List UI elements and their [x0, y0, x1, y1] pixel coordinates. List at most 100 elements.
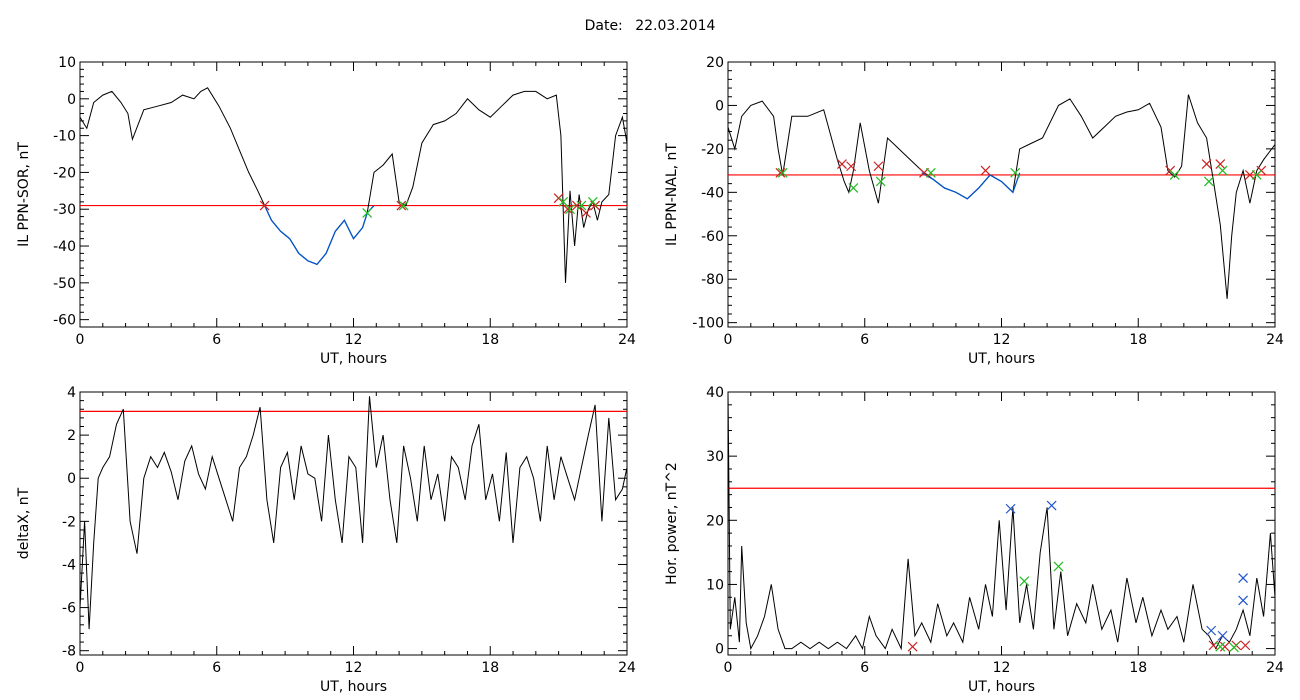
- marker-red-stroke-b: [581, 207, 591, 218]
- marker-green-stroke-b: [1229, 642, 1239, 653]
- y-tick-label: -8: [62, 644, 76, 660]
- plot-frame: [727, 61, 1276, 328]
- marker-green: [848, 183, 859, 193]
- marker-red-stroke-b: [553, 193, 564, 204]
- marker-green: [1053, 561, 1064, 572]
- plot-frame: [727, 391, 1276, 656]
- marker-red: [562, 204, 573, 215]
- marker-red: [1240, 640, 1251, 651]
- chart-panel-sor: 0 6 12 18 24 10 0 -10 -20 -30 -40 -50 -60 UT, hours IL…: [16, 55, 636, 367]
- marker-red-stroke-b: [980, 165, 991, 176]
- below-threshold-segment: [264, 205, 375, 266]
- marker-red: [1219, 641, 1230, 652]
- marker-blue-stroke-b: [1238, 573, 1249, 583]
- x-tick-label: 24: [1266, 332, 1284, 348]
- marker-red: [907, 641, 918, 652]
- x-tick-label: 24: [1266, 660, 1284, 676]
- x-axis-label: UT, hours: [320, 679, 387, 695]
- x-tick-label: 6: [212, 660, 221, 676]
- y-tick-label: -6: [62, 601, 76, 617]
- marker-green-stroke-b: [777, 167, 788, 178]
- marker-green-stroke-b: [1215, 641, 1226, 652]
- y-axis-label: deltaX, nT: [16, 487, 32, 559]
- marker-green-stroke-b: [1010, 167, 1021, 178]
- marker-green-stroke-b: [875, 176, 886, 187]
- marker-blue: [1238, 595, 1249, 606]
- y-tick-label: 0: [715, 642, 724, 658]
- chart-panel-nal: 0 6 12 18 24 20 0 -20 -40 -60 -80 -100 UT, hours IL P…: [664, 55, 1284, 367]
- marker-green-stroke-b: [1217, 165, 1228, 176]
- x-axis-label: UT, hours: [968, 351, 1035, 367]
- plot-area: [728, 392, 1275, 653]
- marker-green: [565, 204, 575, 215]
- figure-header: Date: 22.03.2014: [0, 18, 1300, 34]
- marker-red-stroke-b: [590, 200, 601, 211]
- marker-red: [873, 161, 884, 172]
- below-threshold-segment: [921, 172, 1021, 200]
- y-tick-label: 2: [67, 428, 76, 444]
- y-tick-label: -60: [53, 313, 76, 329]
- marker-green: [1215, 641, 1226, 652]
- marker-red-stroke-b: [562, 204, 573, 215]
- x-axis-label: UT, hours: [320, 351, 387, 367]
- y-tick-label: -20: [53, 165, 76, 181]
- marker-green: [1169, 170, 1180, 180]
- y-axis-label: IL PPN-NAL, nT: [664, 143, 680, 246]
- plot-area: [80, 396, 627, 630]
- marker-red-stroke-b: [837, 159, 847, 170]
- y-tick-label: 0: [715, 98, 724, 114]
- chart-panel-power: 0 6 12 18 24 40 30 20 10 0 UT, hours Hor. power, nT…: [664, 385, 1284, 695]
- x-tick-label: 6: [212, 332, 221, 348]
- x-tick-label: 12: [993, 660, 1011, 676]
- marker-red: [396, 200, 407, 211]
- marker-green-stroke-b: [925, 167, 936, 178]
- x-tick-label: 6: [860, 332, 869, 348]
- marker-red-stroke-b: [571, 200, 582, 211]
- marker-red-stroke-b: [907, 641, 918, 652]
- marker-red-stroke-b: [259, 200, 270, 211]
- marker-green-stroke-b: [1203, 176, 1214, 187]
- x-axis-label: UT, hours: [968, 679, 1035, 695]
- x-tick-label: 12: [345, 332, 363, 348]
- x-tick-label: 0: [76, 660, 85, 676]
- series-line: [728, 94, 1275, 299]
- y-tick-label: -60: [701, 229, 724, 245]
- marker-green-stroke-b: [362, 207, 373, 218]
- y-tick-label: -4: [62, 557, 76, 573]
- plot-frame: [79, 61, 628, 328]
- plot-frame: [79, 391, 628, 656]
- marker-red: [1215, 159, 1226, 170]
- marker-red-stroke-b: [846, 161, 856, 172]
- marker-green-stroke-b: [1053, 561, 1064, 572]
- x-tick-label: 18: [481, 332, 499, 348]
- plot-area: [80, 87, 627, 283]
- marker-blue: [1046, 500, 1057, 511]
- marker-red: [553, 193, 564, 204]
- marker-red-stroke-b: [873, 161, 884, 172]
- marker-blue-stroke-b: [1046, 500, 1057, 511]
- marker-green-stroke-b: [558, 196, 569, 207]
- marker-green: [398, 200, 409, 211]
- x-tick-label: 24: [618, 332, 636, 348]
- y-tick-label: 0: [67, 471, 76, 487]
- marker-green: [362, 207, 373, 218]
- y-tick-label: -40: [53, 239, 76, 255]
- marker-red: [259, 200, 270, 211]
- marker-green: [1229, 642, 1239, 653]
- date-value: 22.03.2014: [635, 18, 716, 34]
- x-tick-label: 0: [724, 332, 733, 348]
- y-tick-label: -20: [701, 142, 724, 158]
- series-line: [80, 87, 627, 283]
- y-axis-label: Hor. power, nT^2: [664, 462, 680, 585]
- y-tick-label: -50: [53, 276, 76, 292]
- marker-red: [581, 207, 591, 218]
- marker-green: [576, 200, 587, 211]
- x-tick-label: 0: [76, 332, 85, 348]
- marker-red-stroke-b: [775, 167, 786, 178]
- y-axis-label: IL PPN-SOR, nT: [16, 142, 32, 247]
- marker-green: [1251, 170, 1262, 180]
- marker-green-stroke-b: [1019, 576, 1030, 587]
- y-tick-label: 10: [706, 577, 724, 593]
- y-tick-label: -30: [53, 202, 76, 218]
- marker-blue: [1217, 630, 1228, 641]
